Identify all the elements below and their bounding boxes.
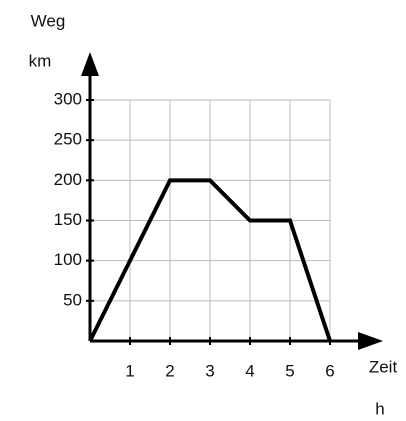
x-axis-unit: h bbox=[375, 399, 384, 418]
x-tick-label: 3 bbox=[205, 361, 214, 380]
x-tick-label: 6 bbox=[325, 361, 334, 380]
data-line bbox=[88, 178, 332, 342]
x-tick-label: 4 bbox=[245, 361, 254, 380]
y-tick-label: 50 bbox=[63, 290, 82, 309]
y-tick-label: 300 bbox=[54, 89, 82, 108]
y-tick-label: 250 bbox=[54, 130, 82, 149]
y-axis-unit: km bbox=[29, 51, 52, 70]
x-axis-label: Zeit bbox=[369, 357, 398, 376]
y-tick-label: 150 bbox=[54, 210, 82, 229]
y-axis-label: Weg bbox=[31, 11, 66, 30]
x-tick-label: 1 bbox=[125, 361, 134, 380]
y-axis-arrow bbox=[81, 52, 99, 76]
y-tick-label: 100 bbox=[54, 250, 82, 269]
x-tick-label: 2 bbox=[165, 361, 174, 380]
y-tick-label: 200 bbox=[54, 170, 82, 189]
x-tick-label: 5 bbox=[285, 361, 294, 380]
x-axis-arrow bbox=[358, 332, 383, 350]
